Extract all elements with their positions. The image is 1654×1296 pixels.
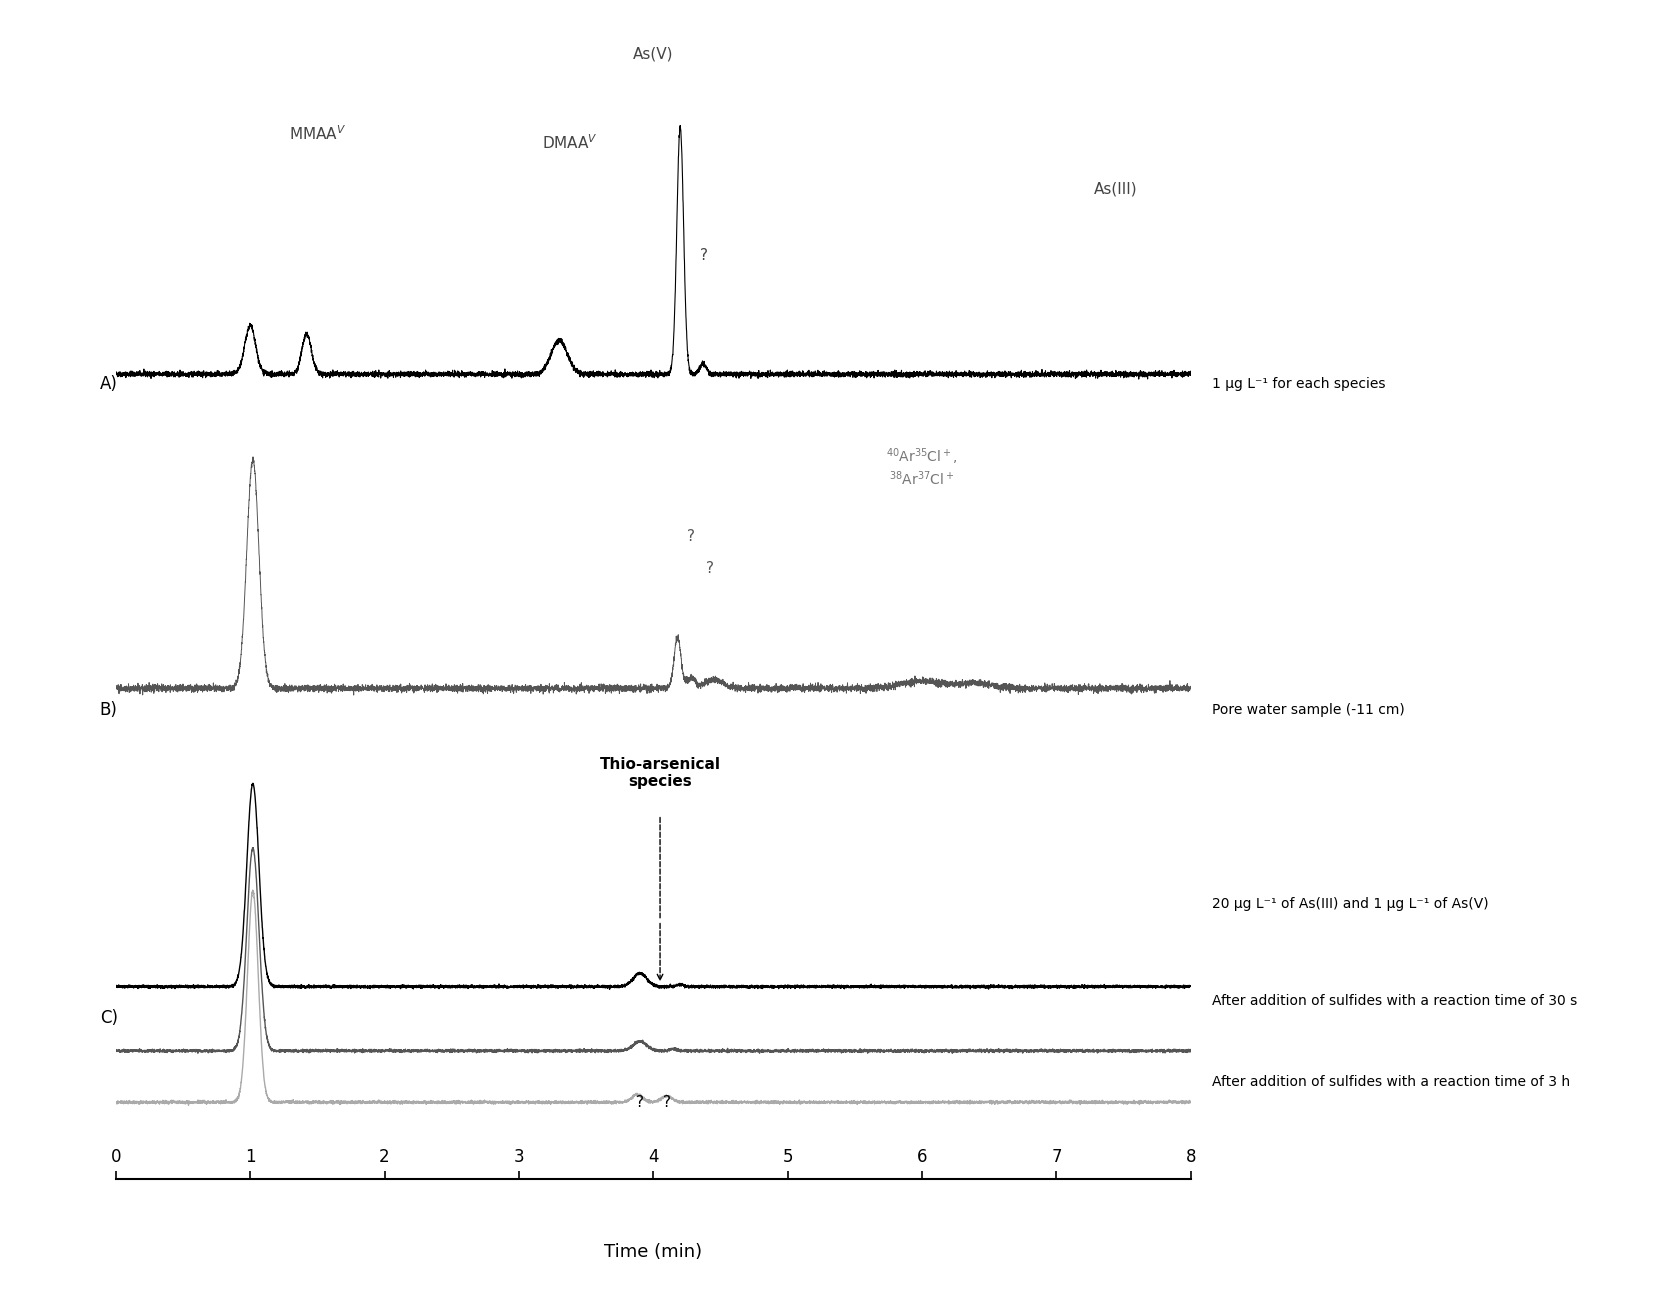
Text: MMAA$^V$: MMAA$^V$ [289,124,346,143]
Text: Thio-arsenical
species: Thio-arsenical species [599,757,721,789]
Text: After addition of sulfides with a reaction time of 30 s: After addition of sulfides with a reacti… [1212,994,1578,1008]
Text: After addition of sulfides with a reaction time of 3 h: After addition of sulfides with a reacti… [1212,1074,1571,1089]
Text: ?: ? [686,529,695,543]
Text: As(III): As(III) [1093,181,1138,197]
Text: 20 μg L⁻¹ of As(III) and 1 μg L⁻¹ of As(V): 20 μg L⁻¹ of As(III) and 1 μg L⁻¹ of As(… [1212,897,1489,911]
Text: 1 μg L⁻¹ for each species: 1 μg L⁻¹ for each species [1212,377,1386,391]
Text: ?: ? [706,561,715,577]
Text: Pore water sample (-11 cm): Pore water sample (-11 cm) [1212,702,1406,717]
Text: A): A) [99,375,117,393]
Text: B): B) [99,701,117,719]
Text: ?: ? [635,1095,643,1111]
Text: DMAA$^V$: DMAA$^V$ [543,133,597,153]
Text: ?: ? [663,1095,672,1111]
Text: Time (min): Time (min) [604,1243,703,1261]
Text: As(V): As(V) [633,47,673,61]
Text: ?: ? [700,249,708,263]
Text: $^{40}$Ar$^{35}$Cl$^+$,
$^{38}$Ar$^{37}$Cl$^+$: $^{40}$Ar$^{35}$Cl$^+$, $^{38}$Ar$^{37}$… [887,446,958,489]
Text: C): C) [99,1010,117,1028]
